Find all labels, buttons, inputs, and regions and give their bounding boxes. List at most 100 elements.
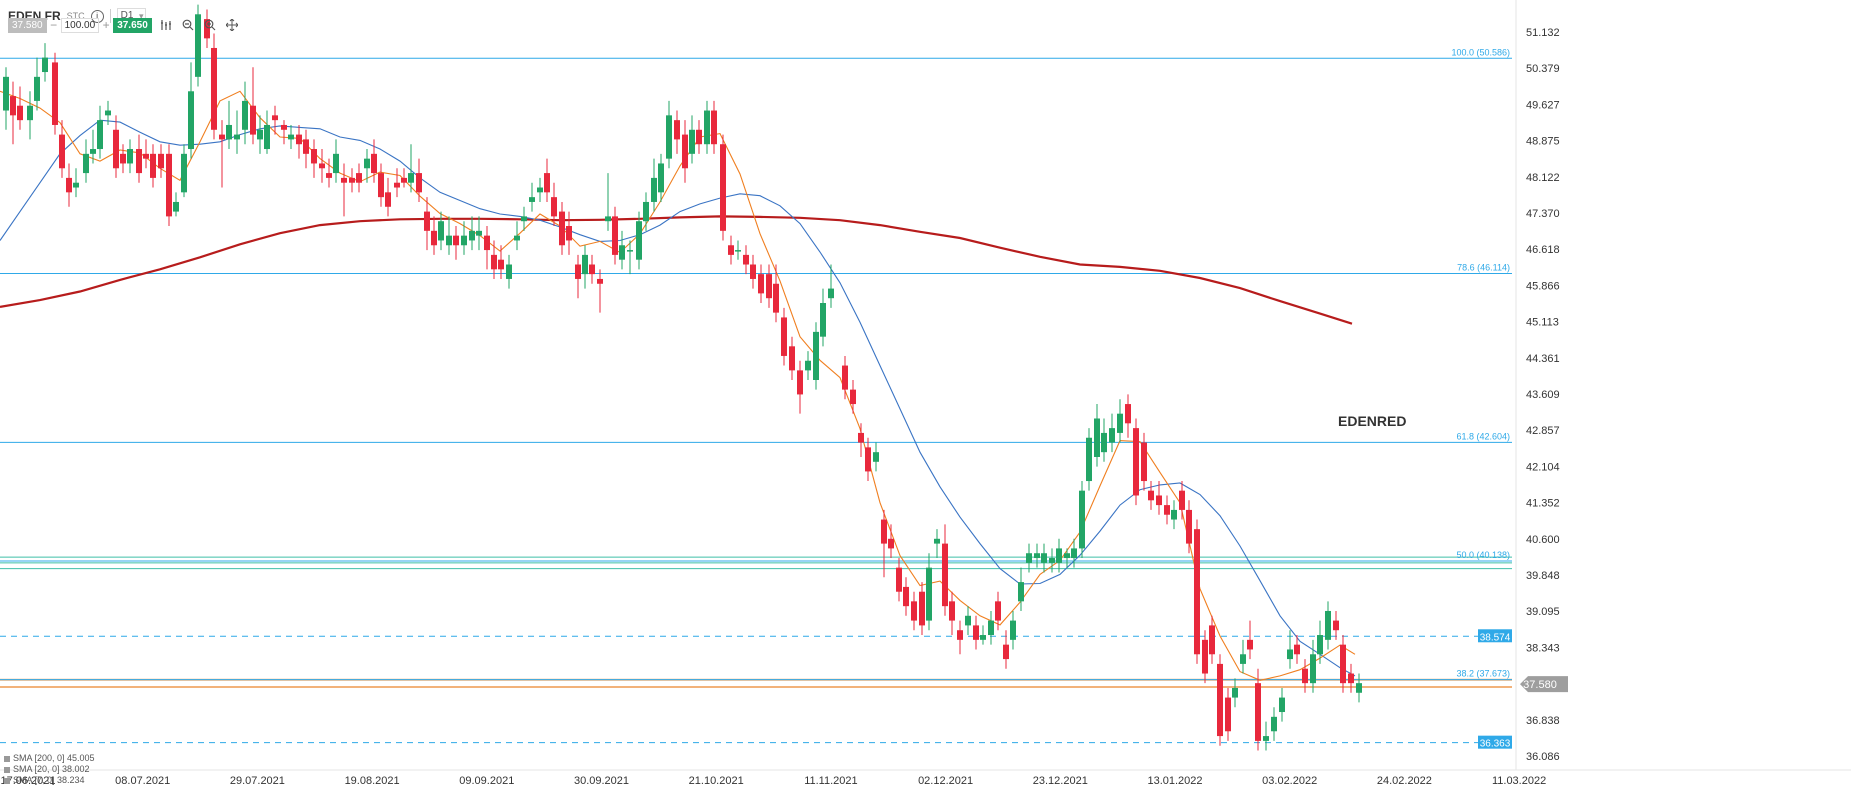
candle-body [781, 317, 787, 356]
candle-body [988, 620, 994, 636]
indicator-settings-icon[interactable] [4, 766, 10, 773]
candle-body [181, 153, 187, 193]
candle-body [1356, 683, 1362, 693]
level-tag [1478, 629, 1512, 643]
candle-body [113, 129, 119, 169]
decrease-quantity-button[interactable]: − [50, 18, 58, 32]
candle-body [813, 331, 819, 380]
candle-body [942, 543, 948, 607]
candle-body [272, 115, 278, 121]
candle-body [326, 173, 332, 178]
candle-body [150, 153, 156, 178]
candle-body [1279, 697, 1285, 713]
candle-body [1247, 639, 1253, 650]
candle-body [711, 110, 717, 145]
zoom-in-icon[interactable] [202, 18, 218, 32]
market-selector[interactable]: STC [66, 11, 85, 21]
y-tick-label: 41.352 [1526, 498, 1560, 510]
legend-item[interactable]: SMA [20, 0] 38.002 [4, 764, 95, 775]
candle-body [484, 235, 490, 251]
candle-body [188, 91, 194, 150]
candle-body [1294, 644, 1300, 655]
candle-body [461, 235, 467, 246]
legend-item[interactable]: SMA [200, 0] 45.005 [4, 753, 95, 764]
crosshair-move-icon[interactable] [224, 18, 240, 32]
candle-body [605, 216, 611, 222]
candle-body [873, 452, 879, 462]
candle-body [333, 153, 339, 174]
x-tick-label: 21.10.2021 [689, 775, 744, 786]
y-tick-label: 47.370 [1526, 208, 1560, 220]
candle-body [575, 264, 581, 279]
candle-body [371, 153, 377, 174]
candle-body [506, 264, 512, 279]
candle-body [537, 187, 543, 193]
candle-body [1041, 553, 1047, 563]
candle-body [689, 129, 695, 154]
candle-body [401, 177, 407, 183]
y-tick-label: 46.618 [1526, 244, 1560, 256]
sma20-line [0, 119, 1356, 677]
candle-body [682, 134, 688, 169]
candle-body [1034, 553, 1040, 559]
candle-body [850, 389, 856, 405]
candle-body [750, 264, 756, 279]
y-tick-label: 36.838 [1526, 715, 1560, 727]
sma200-line [0, 215, 1353, 325]
quantity-input[interactable]: 100.00 [60, 17, 100, 33]
candle-body [911, 601, 917, 621]
chart-type-icon[interactable] [158, 18, 174, 32]
candle-body [281, 124, 287, 130]
candle-body [1117, 413, 1123, 433]
candle-body [491, 254, 497, 270]
candle-body [219, 134, 225, 140]
candle-body [842, 365, 848, 390]
indicator-legend: SMA [200, 0] 45.005 SMA [20, 0] 38.002 S… [4, 753, 95, 786]
current-price-label: 37.580 [1523, 679, 1557, 691]
candle-body [1156, 495, 1162, 506]
candle-body [378, 173, 384, 198]
increase-quantity-button[interactable]: + [102, 18, 110, 32]
candle-body [356, 173, 362, 183]
candle-body [566, 226, 572, 241]
candle-body [83, 153, 89, 174]
candle-body [926, 567, 932, 621]
level-tag-label: 36.363 [1480, 739, 1511, 750]
candle-body [934, 538, 940, 544]
x-tick-label: 30.09.2021 [574, 775, 629, 786]
indicator-settings-icon[interactable] [4, 777, 10, 784]
candle-body [1056, 548, 1062, 563]
candle-body [3, 76, 9, 111]
x-tick-label: 08.07.2021 [115, 775, 170, 786]
candle-body [1109, 428, 1115, 443]
sell-price-button[interactable]: 37.580 [8, 17, 47, 33]
candle-body [296, 134, 302, 145]
candle-body [242, 100, 248, 130]
y-tick-label: 39.095 [1526, 606, 1560, 618]
candle-body [173, 201, 179, 212]
candle-body [349, 177, 355, 183]
zoom-out-icon[interactable] [180, 18, 196, 32]
level-tag [1478, 735, 1512, 749]
x-tick-label: 03.02.2022 [1262, 775, 1317, 786]
candle-body [424, 211, 430, 231]
indicator-settings-icon[interactable] [4, 755, 10, 762]
info-icon[interactable]: i [90, 9, 104, 23]
candle-body [612, 216, 618, 255]
buy-price-button[interactable]: 37.650 [113, 17, 152, 33]
y-tick-label: 48.122 [1526, 172, 1560, 184]
candle-body [234, 134, 240, 140]
current-price-tag [1520, 676, 1568, 693]
candle-body [311, 149, 317, 164]
candle-body [903, 586, 909, 607]
candle-body [476, 230, 482, 236]
y-tick-label: 42.857 [1526, 425, 1560, 437]
legend-item[interactable]: SMA [7, 0] 38.234 [4, 775, 95, 786]
candle-body [97, 120, 103, 150]
x-tick-label: 13.01.2022 [1147, 775, 1202, 786]
candle-body [90, 149, 96, 154]
fib-level-label: 50.0 (40.138) [1456, 550, 1510, 560]
candle-body [341, 177, 347, 183]
candle-body [514, 235, 520, 241]
